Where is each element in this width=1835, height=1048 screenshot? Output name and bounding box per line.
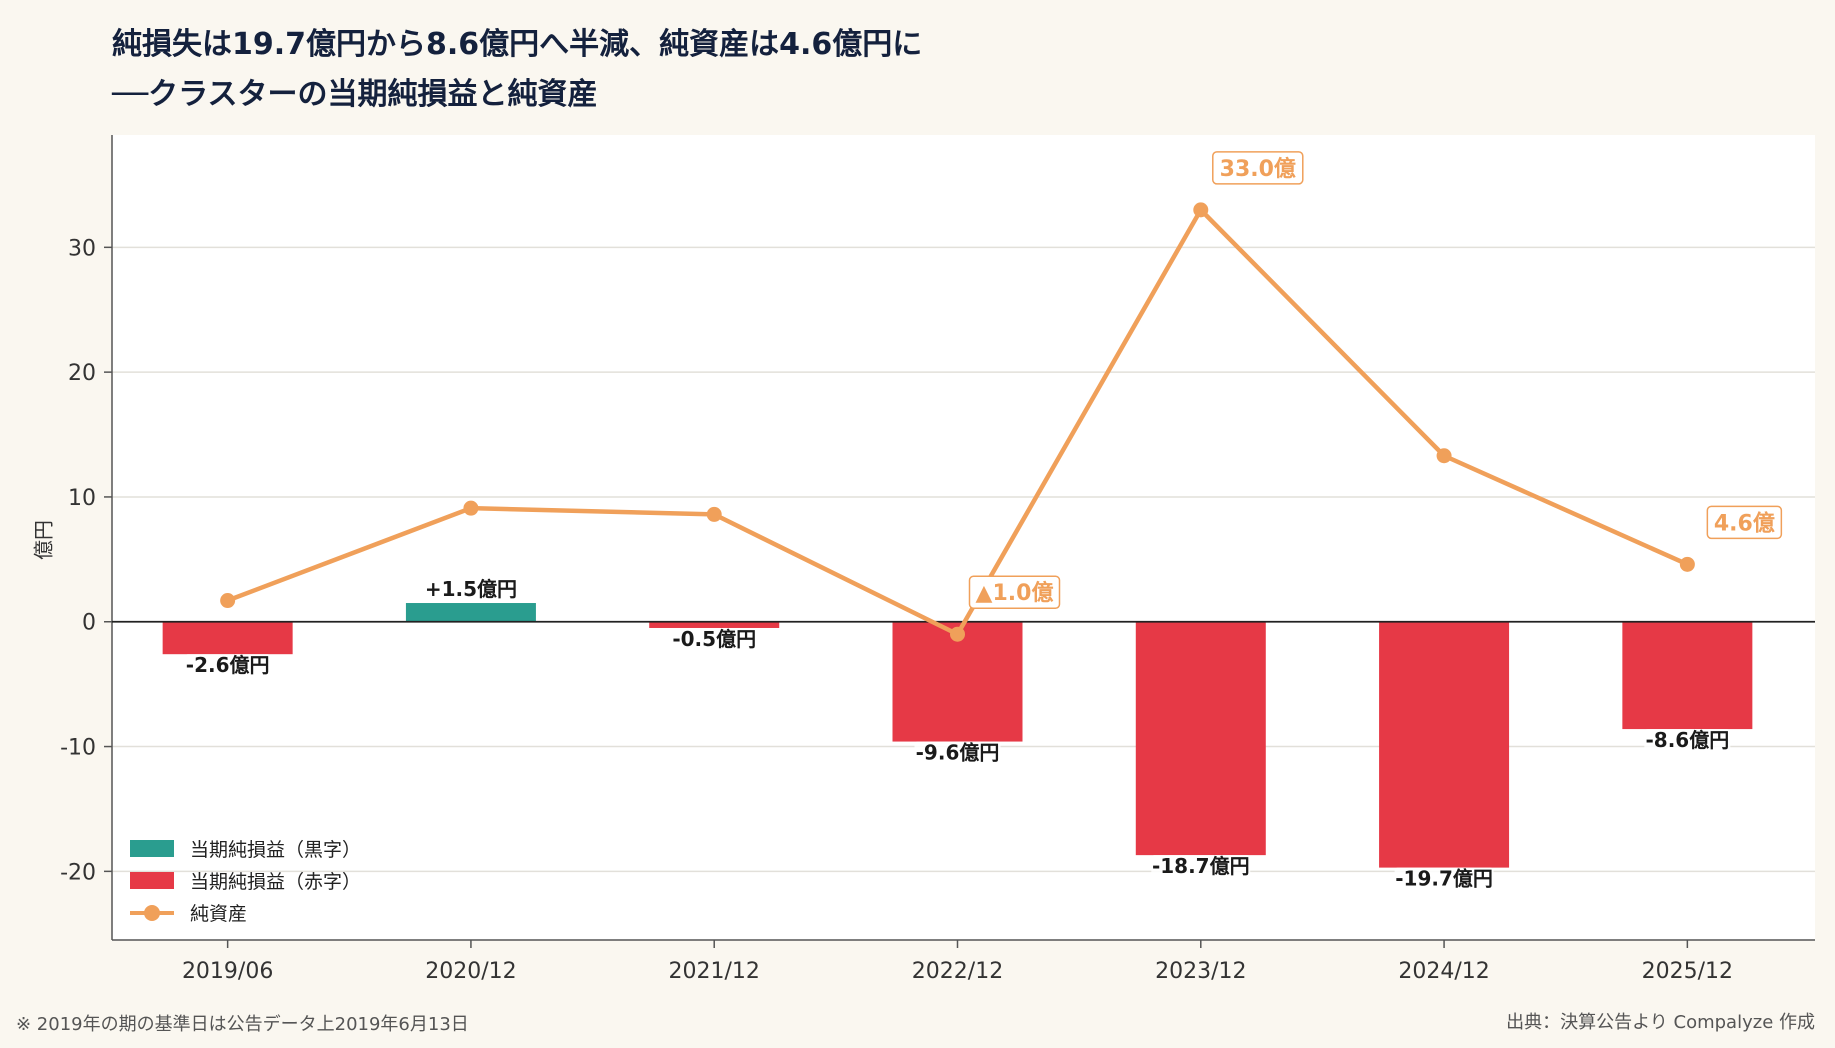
y-tick-label: -20 <box>60 860 96 885</box>
net-assets-point <box>220 593 236 609</box>
bar-label: -9.6億円 <box>916 741 1000 765</box>
bar-label: -0.5億円 <box>672 627 756 651</box>
bar-label-bg <box>914 741 1001 767</box>
bar-label: +1.5億円 <box>425 577 517 601</box>
y-tick-label: 10 <box>68 486 96 511</box>
net-assets-point <box>463 500 479 516</box>
legend-swatch-profit <box>130 839 174 857</box>
y-tick-label: 30 <box>68 236 96 261</box>
legend-item-loss: 当期純損益（赤字） <box>130 864 361 896</box>
legend-swatch-net-assets <box>130 904 174 921</box>
bar <box>162 621 293 655</box>
bar <box>649 621 780 628</box>
x-tick-label: 2023/12 <box>1155 959 1246 984</box>
chart-title-line1: 純損失は19.7億円から8.6億円へ半減、純資産は4.6億円に <box>112 27 923 62</box>
legend-label-net-assets: 純資産 <box>190 902 248 925</box>
legend: 当期純損益（黒字） 当期純損益（赤字） 純資産 <box>130 832 361 928</box>
legend-swatch-loss <box>130 871 174 889</box>
bar-label: -18.7億円 <box>1152 854 1250 878</box>
chart-title-line2: ──クラスターの当期純損益と純資産 <box>112 77 598 112</box>
net-assets-point <box>706 506 722 522</box>
y-tick-label: 20 <box>68 361 96 386</box>
y-tick-label: 0 <box>82 611 96 636</box>
plot-area <box>112 135 1815 940</box>
net-assets-point <box>1679 556 1695 572</box>
bar-label-bg <box>184 654 271 680</box>
annotation-label: 33.0億 <box>1220 156 1296 182</box>
source-note: 出典：決算公告より Compalyze 作成 <box>1506 1012 1815 1033</box>
annotation-box <box>968 575 1061 609</box>
net-assets-point <box>950 626 965 642</box>
x-tick-label: 2024/12 <box>1398 959 1489 984</box>
annotation-label: ▲1.0億 <box>976 580 1054 606</box>
bar-label-bg <box>671 627 758 653</box>
annotation-label: 4.6億 <box>1714 510 1775 536</box>
annotation-box <box>1706 505 1783 540</box>
x-tick-label: 2021/12 <box>669 959 760 984</box>
net-assets-point <box>1436 448 1452 464</box>
x-tick-label: 2025/12 <box>1642 959 1733 984</box>
y-tick-label: -10 <box>60 736 96 761</box>
bar-label-bg <box>1151 855 1251 881</box>
x-tick-label: 2022/12 <box>912 959 1003 984</box>
bar <box>1135 621 1266 856</box>
bar <box>1379 621 1510 868</box>
legend-item-net-assets: 純資産 <box>130 896 361 928</box>
x-tick-label: 2020/12 <box>425 959 516 984</box>
annotation-box <box>1212 151 1304 185</box>
bar <box>1622 621 1753 730</box>
x-tick-label: 2019/06 <box>182 959 273 984</box>
bar <box>405 603 536 622</box>
bar-label: -2.6億円 <box>186 653 270 677</box>
footnote: ※ 2019年の期の基準日は公告データ上2019年6月13日 <box>16 1014 469 1035</box>
net-assets-point <box>1193 202 1209 218</box>
legend-label-profit: 当期純損益（黒字） <box>190 838 362 861</box>
bar-label-bg <box>1644 729 1731 755</box>
bar-label: -19.7億円 <box>1395 867 1493 891</box>
bar-label: -8.6億円 <box>1645 728 1729 752</box>
legend-item-profit: 当期純損益（黒字） <box>130 832 361 864</box>
chart-title: 純損失は19.7億円から8.6億円へ半減、純資産は4.6億円に ──クラスターの… <box>112 20 922 120</box>
bar-label-bg <box>1394 867 1494 893</box>
legend-label-loss: 当期純損益（赤字） <box>190 870 362 893</box>
